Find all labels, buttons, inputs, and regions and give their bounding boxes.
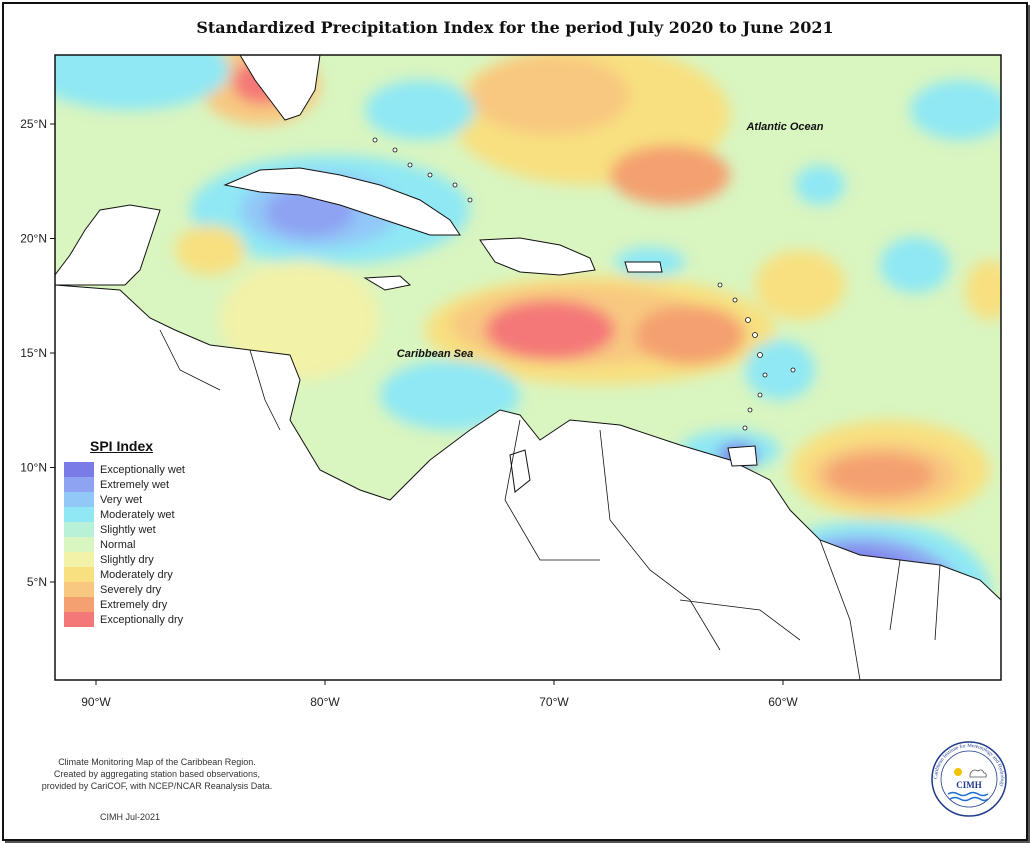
jamaica	[363, 275, 412, 291]
dry-area-windward	[635, 305, 745, 365]
legend-item: Slightly dry	[64, 552, 214, 567]
puerto-rico	[624, 261, 663, 273]
legend-swatch	[64, 552, 94, 567]
dry-area-north-east	[610, 145, 730, 205]
country-borders	[159, 329, 941, 680]
legend-swatch	[64, 537, 94, 552]
lat-tick-label: 25°N	[20, 117, 47, 131]
legend-item: Moderately dry	[64, 567, 214, 582]
legend-swatch	[64, 522, 94, 537]
central-south-america	[55, 284, 1001, 680]
yucatan-peninsula	[55, 204, 161, 286]
longitude-ticks: 90°W 80°W 70°W 60°W	[81, 680, 798, 709]
dry-area-north-core	[470, 55, 630, 135]
legend-swatch	[64, 507, 94, 522]
lesser-antilles	[372, 137, 796, 431]
wave-icon	[947, 791, 989, 797]
credit-text: CIMH Jul-2021	[100, 812, 161, 822]
legend-item: Very wet	[64, 492, 214, 507]
dry-area-central-caribbean-core	[485, 300, 615, 360]
legend-swatch	[64, 492, 94, 507]
lat-tick-label: 5°N	[27, 575, 47, 589]
dry-area-yucatan	[175, 225, 245, 275]
legend-swatch	[64, 567, 94, 582]
legend-item: Exceptionally dry	[64, 612, 214, 627]
latitude-ticks: 25°N 20°N 15°N 10°N 5°N	[20, 117, 55, 589]
cuba	[223, 167, 461, 236]
footer-note: Climate Monitoring Map of the Caribbean …	[32, 756, 282, 792]
dry-area-lesser-antilles-n	[755, 250, 845, 320]
legend: SPI Index Exceptionally wet Extremely wet…	[64, 438, 214, 627]
dry-area-west-caribbean	[220, 260, 380, 380]
legend-item: Extremely dry	[64, 597, 214, 612]
lat-tick-label: 20°N	[20, 232, 47, 246]
lon-tick-label: 90°W	[81, 695, 111, 709]
wet-area-gulf	[55, 55, 230, 110]
footer-line-1: Climate Monitoring Map of the Caribbean …	[58, 757, 256, 767]
spi-field	[55, 55, 1001, 680]
legend-label: Extremely dry	[100, 598, 168, 611]
legend-label: Moderately wet	[100, 508, 175, 521]
legend-item: Normal	[64, 537, 214, 552]
land-masses	[55, 55, 1001, 680]
lon-tick-label: 60°W	[768, 695, 798, 709]
wet-area-atlantic-mid	[795, 165, 845, 205]
trinidad	[727, 445, 758, 467]
legend-label: Slightly dry	[100, 553, 154, 566]
wet-area-atlantic-e	[880, 237, 950, 293]
cimh-logo: Caribbean Institute for Meteorology and …	[931, 741, 1007, 817]
legend-item: Moderately wet	[64, 507, 214, 522]
legend-label: Normal	[100, 538, 136, 551]
lat-tick-label: 15°N	[20, 346, 47, 360]
map-title: Standardized Precipitation Index for the…	[196, 18, 834, 37]
legend-label: Exceptionally wet	[100, 463, 185, 476]
legend-label: Very wet	[100, 493, 143, 506]
paraguana	[509, 449, 531, 493]
legend-item: Slightly wet	[64, 522, 214, 537]
cloud-icon	[969, 769, 987, 778]
legend-items: Exceptionally wet Extremely wet Very wet Mo…	[64, 462, 214, 627]
legend-swatch	[64, 582, 94, 597]
legend-swatch	[64, 462, 94, 477]
florida	[239, 55, 321, 121]
legend-label: Severely dry	[100, 583, 162, 596]
legend-swatch	[64, 612, 94, 627]
footer-line-2: Created by aggregating station based obs…	[53, 769, 261, 779]
lon-tick-label: 80°W	[310, 695, 340, 709]
legend-swatch	[64, 597, 94, 612]
footer-line-3: provided by CariCOF, with NCEP/NCAR Rean…	[41, 781, 273, 791]
legend-item: Exceptionally wet	[64, 462, 214, 477]
atlantic-ocean-label: Atlantic Ocean	[745, 121, 823, 133]
dry-area-east-edge	[965, 260, 1001, 320]
caribbean-sea-label: Caribbean Sea	[397, 348, 473, 360]
wet-area-bahamas	[365, 80, 475, 140]
legend-title: SPI Index	[90, 438, 154, 454]
legend-label: Exceptionally dry	[100, 613, 184, 626]
lon-tick-label: 70°W	[539, 695, 569, 709]
map-border	[54, 54, 1002, 681]
wet-area-atlantic-ne	[910, 80, 1001, 140]
wet-area-south-caribbean	[380, 360, 520, 430]
sun-icon	[954, 768, 962, 776]
legend-label: Slightly wet	[100, 523, 156, 536]
wet-area-barbados	[745, 340, 815, 400]
legend-item: Extremely wet	[64, 477, 214, 492]
logo-text: CIMH	[956, 780, 982, 790]
dry-area-atlantic-se-core	[825, 453, 935, 497]
legend-swatch	[64, 477, 94, 492]
legend-label: Moderately dry	[100, 568, 173, 581]
hispaniola	[479, 237, 596, 276]
legend-item: Severely dry	[64, 582, 214, 597]
lat-tick-label: 10°N	[20, 461, 47, 475]
legend-label: Extremely wet	[100, 478, 170, 491]
